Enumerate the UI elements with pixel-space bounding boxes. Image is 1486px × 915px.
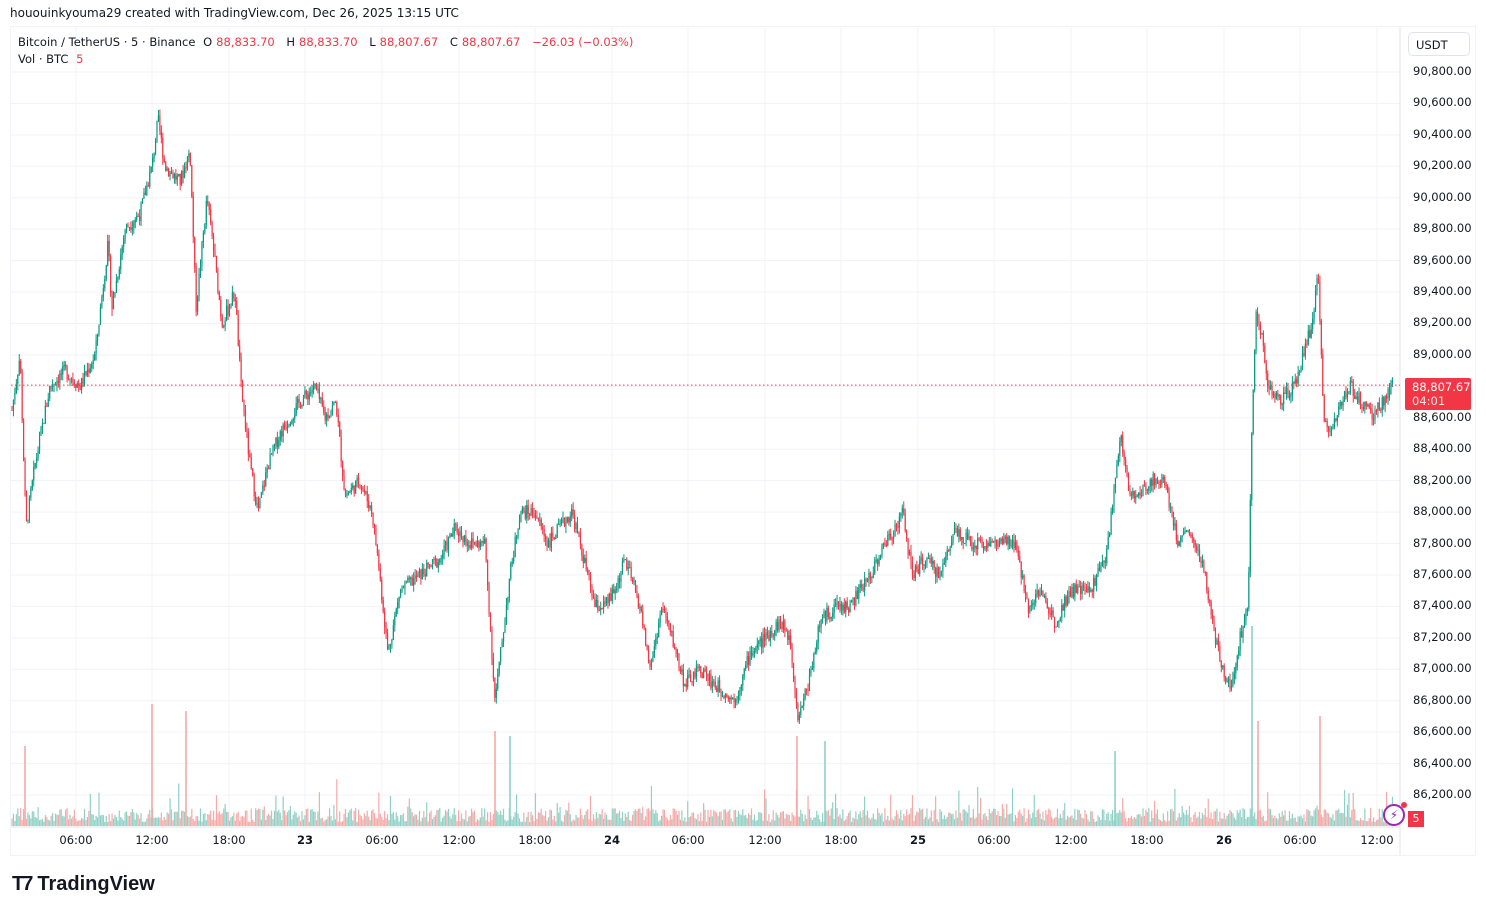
price-tick-label: 88,400.00: [1413, 441, 1472, 456]
time-tick-label: 12:00: [1360, 833, 1394, 847]
tradingview-logo-icon: T7: [12, 873, 33, 895]
volume-badge: 5: [1408, 811, 1424, 827]
price-tick-label: 89,800.00: [1413, 221, 1472, 236]
chart-legend: Bitcoin / TetherUS · 5 · Binance O 88,833…: [18, 34, 637, 68]
last-price-value: 88,807.67: [1412, 380, 1471, 394]
price-tick-label: 86,600.00: [1413, 724, 1472, 739]
price-tick-label: 88,000.00: [1413, 504, 1472, 519]
ohlc-close: C 88,807.67: [449, 35, 521, 49]
price-tick-label: 87,400.00: [1413, 598, 1472, 613]
price-tick-label: 90,200.00: [1413, 158, 1472, 173]
price-change: −26.03 (−0.03%): [532, 35, 634, 49]
time-tick-label: 26: [1215, 833, 1233, 847]
price-tick-label: 87,000.00: [1413, 661, 1472, 676]
ohlc-row: Bitcoin / TetherUS · 5 · Binance O 88,833…: [18, 34, 637, 51]
price-tick-label: 90,400.00: [1413, 126, 1472, 141]
time-tick-label: 12:00: [135, 833, 169, 847]
price-tick-label: 86,200.00: [1413, 787, 1472, 801]
price-tick-label: 90,800.00: [1413, 64, 1472, 78]
price-tick-label: 89,600.00: [1413, 252, 1472, 267]
symbol-label[interactable]: Bitcoin / TetherUS · 5 · Binance: [18, 35, 196, 49]
price-tick-label: 89,000.00: [1413, 346, 1472, 361]
price-tick-label: 87,600.00: [1413, 566, 1472, 581]
time-tick-label: 18:00: [824, 833, 858, 847]
volume-row: Vol · BTC 5: [18, 51, 637, 68]
time-tick-label: 18:00: [1130, 833, 1164, 847]
price-tick-label: 86,800.00: [1413, 692, 1472, 707]
time-tick-label: 06:00: [365, 833, 399, 847]
time-tick-label: 12:00: [748, 833, 782, 847]
tradingview-logo-text: TradingView: [37, 873, 155, 895]
notification-dot: [1401, 802, 1407, 808]
price-tick-label: 89,200.00: [1413, 315, 1472, 330]
time-tick-label: 18:00: [212, 833, 246, 847]
time-tick-label: 06:00: [977, 833, 1011, 847]
time-tick-label: 25: [909, 833, 927, 847]
price-tick-label: 87,200.00: [1413, 629, 1472, 644]
currency-button[interactable]: USDT: [1408, 32, 1470, 56]
volume-value: 5: [76, 52, 84, 66]
price-tick-label: 90,000.00: [1413, 189, 1472, 204]
ohlc-low: L 88,807.67: [369, 35, 439, 49]
time-tick-label: 12:00: [442, 833, 476, 847]
time-tick-label: 24: [603, 833, 621, 847]
volume-label[interactable]: Vol · BTC: [18, 52, 69, 66]
time-tick-label: 12:00: [1054, 833, 1088, 847]
time-tick-label: 23: [296, 833, 314, 847]
tradingview-logo[interactable]: T7 TradingView: [12, 873, 155, 896]
time-tick-label: 06:00: [1283, 833, 1317, 847]
ohlc-high: H 88,833.70: [286, 35, 358, 49]
time-tick-label: 06:00: [671, 833, 705, 847]
price-tick-label: 87,800.00: [1413, 535, 1472, 550]
price-tick-label: 90,600.00: [1413, 95, 1472, 110]
price-tick-label: 89,400.00: [1413, 284, 1472, 299]
chart-frame: [10, 26, 1476, 856]
bar-countdown: 04:01: [1412, 394, 1446, 408]
ohlc-open: O 88,833.70: [203, 35, 275, 49]
time-tick-label: 18:00: [518, 833, 552, 847]
last-price-tag: 88,807.67 04:01: [1405, 378, 1471, 410]
price-tick-label: 86,400.00: [1413, 755, 1472, 770]
price-tick-label: 88,600.00: [1413, 409, 1472, 424]
lightning-icon[interactable]: ⚡: [1383, 802, 1407, 826]
time-tick-label: 06:00: [59, 833, 93, 847]
price-tick-label: 88,200.00: [1413, 472, 1472, 487]
chart-credit: hououinkyouma29 created with TradingView…: [10, 6, 459, 20]
